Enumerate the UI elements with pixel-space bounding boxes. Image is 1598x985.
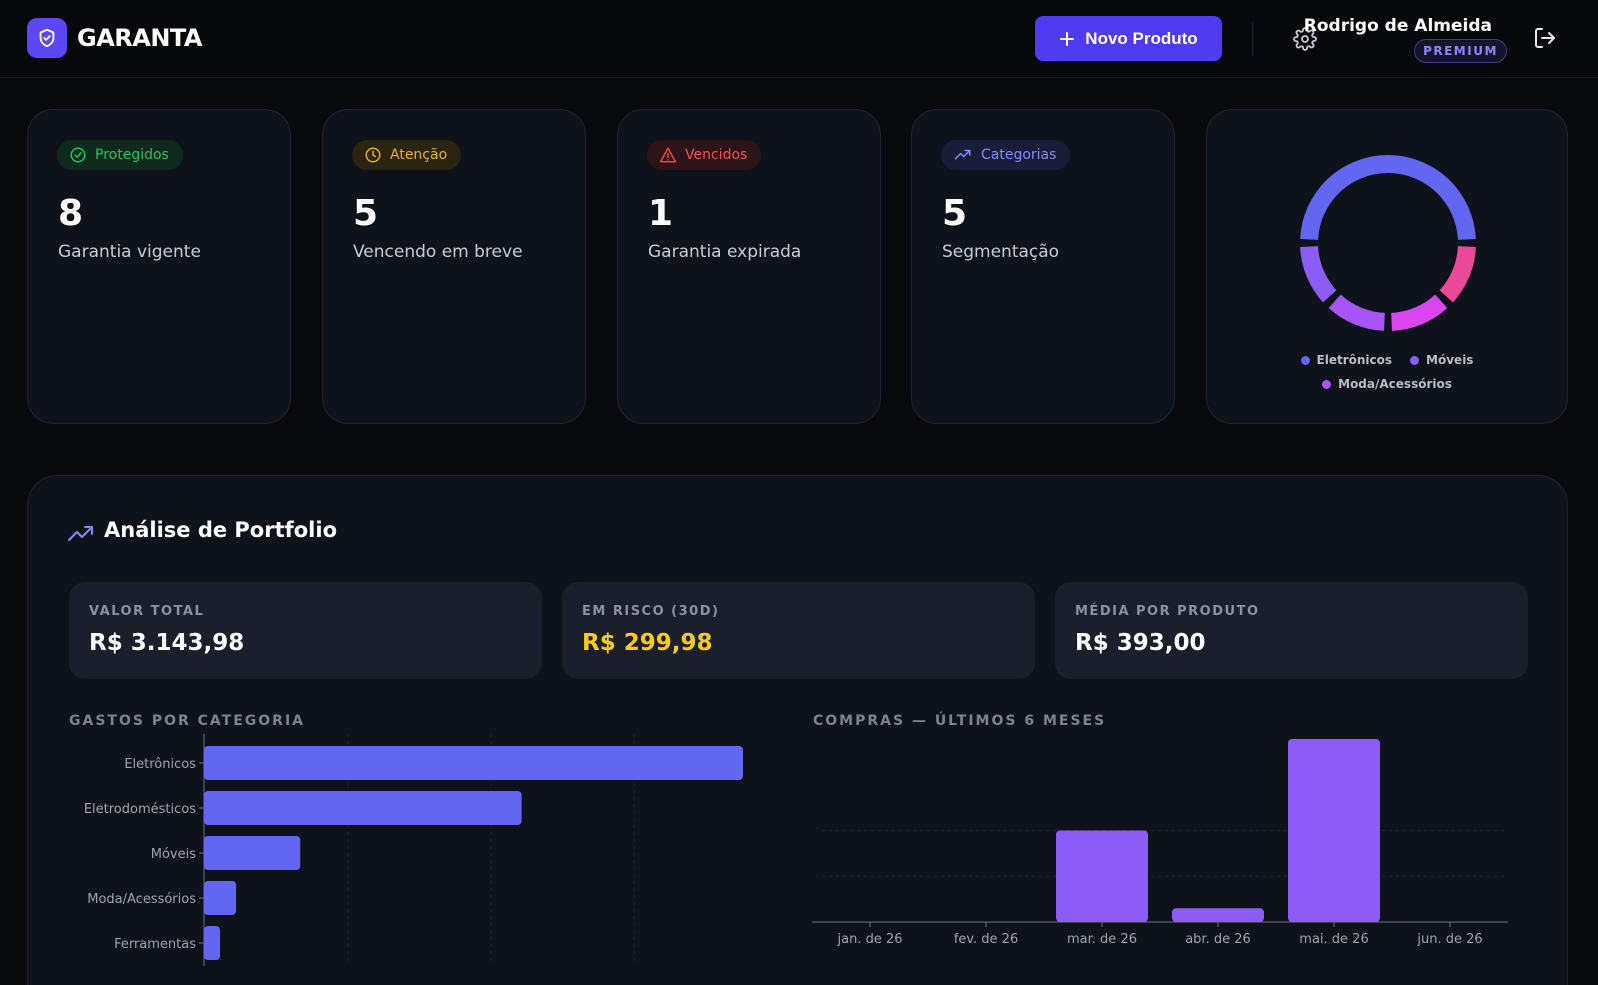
- stat-card-expired[interactable]: Vencidos 1 Garantia expirada: [617, 109, 881, 424]
- portfolio-title: Análise de Portfolio: [104, 518, 338, 542]
- donut-segment[interactable]: [1391, 294, 1448, 331]
- monthly-purchases-chart: jan. de 26 fev. de 26 mar. de 26 abr. de 26…: [812, 739, 1508, 947]
- bar[interactable]: [204, 791, 522, 825]
- tick-label: Eletrônicos: [124, 757, 196, 772]
- tick-label: Ferramentas: [114, 937, 196, 952]
- legend-dot: [1410, 355, 1420, 365]
- bar[interactable]: [1056, 830, 1148, 923]
- stat-card-protected[interactable]: Protegidos 8 Garantia vigente: [27, 109, 291, 424]
- metric-value: R$ 3.143,98: [89, 630, 245, 656]
- top-header: GARANTA Novo Produto Rodrigo de Almeida …: [0, 0, 1598, 78]
- logo: [27, 18, 67, 58]
- donut-segment[interactable]: [1439, 246, 1476, 303]
- category-chart-title: GASTOS POR CATEGORIA: [69, 713, 305, 729]
- legend-label: Eletrônicos: [1316, 353, 1393, 367]
- bar[interactable]: [204, 926, 221, 960]
- donut-segment[interactable]: [1300, 155, 1476, 240]
- tick-label: mai. de 26: [1299, 932, 1368, 947]
- stat-caption: Garantia vigente: [58, 242, 201, 262]
- tick-label: Móveis: [151, 847, 196, 862]
- metric-at-risk: EM RISCO (30D) R$ 299,98: [562, 582, 1035, 679]
- premium-badge: PREMIUM: [1414, 39, 1507, 63]
- bar[interactable]: [1288, 739, 1380, 922]
- metric-label: EM RISCO (30D): [582, 604, 720, 619]
- status-badge: Vencidos: [647, 140, 762, 170]
- metric-label: MÉDIA POR PRODUTO: [1075, 604, 1260, 619]
- donut-segment[interactable]: [1300, 246, 1337, 303]
- stat-value: 5: [353, 193, 379, 234]
- metric-total: VALOR TOTAL R$ 3.143,98: [69, 582, 542, 679]
- legend-label: Móveis: [1426, 353, 1474, 367]
- stat-card-categories[interactable]: Categorias 5 Segmentação: [911, 109, 1175, 424]
- legend-label: Moda/Acessórios: [1338, 377, 1452, 391]
- bar[interactable]: [1172, 908, 1264, 922]
- bar[interactable]: [204, 881, 237, 915]
- stat-value: 8: [58, 193, 84, 234]
- clock-icon: [365, 147, 381, 163]
- logout-icon[interactable]: [1533, 26, 1557, 50]
- badge-label: Protegidos: [95, 147, 169, 163]
- shield-icon: [39, 28, 55, 48]
- donut-segment[interactable]: [1328, 294, 1385, 331]
- metric-label: VALOR TOTAL: [89, 604, 205, 619]
- trending-up-icon: [954, 149, 971, 160]
- metric-value: R$ 393,00: [1075, 630, 1206, 656]
- brand-name: GARANTA: [77, 24, 203, 52]
- bar[interactable]: [204, 836, 301, 870]
- legend-dot: [1300, 355, 1310, 365]
- badge-label: Atenção: [390, 147, 448, 163]
- legend-dot: [1322, 379, 1332, 389]
- tick-label: jun. de 26: [1416, 932, 1482, 947]
- plus-icon: [1060, 31, 1075, 46]
- category-spend-chart: Eletrônicos Eletrodomésticos Móveis Moda/Ac…: [84, 734, 743, 966]
- header-divider: [1252, 22, 1253, 56]
- donut-legend-row: Moda/Acessórios: [1207, 377, 1567, 391]
- new-product-label: Novo Produto: [1085, 28, 1198, 48]
- portfolio-panel: Análise de Portfolio VALOR TOTAL R$ 3.14…: [27, 475, 1568, 985]
- tick-label: jan. de 26: [836, 932, 902, 947]
- legend-item: Móveis: [1410, 353, 1473, 367]
- tick-label: Moda/Acessórios: [87, 892, 196, 907]
- category-donut-card: Eletrônicos Móveis Moda/Acessórios: [1206, 109, 1568, 424]
- tick-label: Eletrodomésticos: [84, 802, 196, 817]
- monthly-chart-title: COMPRAS — ÚLTIMOS 6 MESES: [813, 713, 1107, 729]
- tick-label: abr. de 26: [1185, 932, 1251, 947]
- stat-caption: Garantia expirada: [648, 242, 802, 262]
- badge-label: Categorias: [981, 147, 1057, 163]
- stat-card-attention[interactable]: Atenção 5 Vencendo em breve: [322, 109, 586, 424]
- status-badge: Protegidos: [57, 140, 183, 170]
- stat-value: 5: [942, 193, 968, 234]
- badge-label: Vencidos: [685, 147, 748, 163]
- stat-caption: Segmentação: [942, 242, 1060, 262]
- gear-icon[interactable]: [1293, 27, 1317, 51]
- legend-item: Eletrônicos: [1300, 353, 1393, 367]
- stat-value: 1: [648, 193, 674, 234]
- trending-up-icon: [68, 526, 93, 541]
- bar[interactable]: [204, 746, 743, 780]
- legend-item: Moda/Acessórios: [1322, 377, 1452, 391]
- donut-legend-row: Eletrônicos Móveis: [1207, 353, 1567, 367]
- user-name: Rodrigo de Almeida: [1303, 16, 1492, 36]
- status-badge: Categorias: [941, 140, 1071, 170]
- warning-triangle-icon: [659, 147, 677, 163]
- metric-value: R$ 299,98: [582, 630, 713, 656]
- check-circle-icon: [70, 147, 86, 163]
- metric-average: MÉDIA POR PRODUTO R$ 393,00: [1055, 582, 1528, 679]
- stat-caption: Vencendo em breve: [353, 242, 523, 262]
- category-donut-chart: [1300, 155, 1476, 331]
- tick-label: fev. de 26: [954, 932, 1018, 947]
- tick-label: mar. de 26: [1067, 932, 1137, 947]
- status-badge: Atenção: [352, 140, 462, 170]
- new-product-button[interactable]: Novo Produto: [1035, 16, 1222, 61]
